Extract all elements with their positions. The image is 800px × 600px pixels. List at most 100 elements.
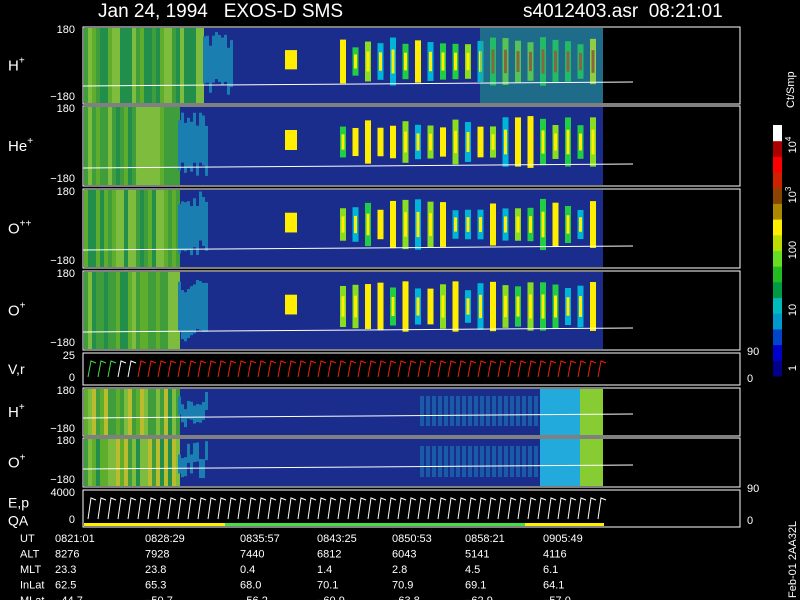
spectrogram-cell <box>486 396 490 426</box>
spectrogram-cell <box>104 107 108 185</box>
file-label: s4012403.asr 08:21:01 <box>523 1 723 22</box>
row-label: MLat <box>20 595 44 600</box>
spectrogram-cell <box>202 196 205 246</box>
spectrogram-cell <box>84 439 88 486</box>
trace <box>337 497 347 520</box>
table-cell: −57.0 <box>543 595 571 600</box>
spectrogram-cell <box>168 107 172 185</box>
spectrogram-burst <box>429 213 432 236</box>
colorbar-unit: Ct/Smp <box>785 71 797 108</box>
trace <box>147 360 157 378</box>
trace <box>327 497 337 520</box>
right-top-label: 90 <box>747 483 759 495</box>
trace <box>227 360 237 378</box>
table-cell: 7928 <box>145 549 169 561</box>
spectrogram-cell <box>516 396 520 426</box>
spectrogram-burst <box>416 211 420 238</box>
spectrogram-cell <box>100 107 104 185</box>
y-bottom-label: −180 <box>50 91 75 103</box>
spectrogram-cell <box>108 107 112 185</box>
colorbar-cell <box>773 328 782 346</box>
table-cell: −60.9 <box>317 595 345 600</box>
spectrogram-cell <box>199 281 202 331</box>
spectrogram-cell <box>432 446 436 477</box>
spectrogram-cell <box>230 40 233 88</box>
trace <box>82 413 634 419</box>
trace <box>267 497 277 520</box>
colorbar-cell <box>773 234 782 251</box>
trace <box>177 497 187 520</box>
trace <box>297 497 307 520</box>
spectrogram-cell <box>132 107 136 185</box>
y-bottom-label: −180 <box>50 337 75 349</box>
spectrogram-cell <box>285 294 297 315</box>
spectrogram-cell <box>184 457 187 477</box>
spectrogram-burst <box>516 129 520 155</box>
y-top-label: 180 <box>57 186 75 198</box>
colorbar-cell <box>773 125 782 142</box>
trace <box>117 497 127 520</box>
trace <box>437 360 447 378</box>
trace <box>367 497 377 520</box>
y-bottom-label: −180 <box>50 423 75 435</box>
spectrogram-cell <box>88 28 92 103</box>
trace <box>267 360 277 378</box>
spectrogram-cell <box>148 190 152 267</box>
spectrogram-cell <box>196 206 199 256</box>
panel-frame <box>82 489 741 528</box>
spectrogram-cell <box>148 28 152 103</box>
trace <box>377 360 387 378</box>
trace <box>487 497 497 520</box>
trace <box>137 497 147 520</box>
spectrogram-cell <box>176 28 180 103</box>
table-cell: 1.4 <box>317 564 332 576</box>
spectrogram-cell <box>468 446 472 477</box>
trace <box>297 360 307 378</box>
spectrogram-cell <box>187 289 190 339</box>
trace <box>117 360 127 378</box>
spectrogram-cell <box>152 107 156 185</box>
panel-label-text: H <box>8 58 19 75</box>
right-bottom-label: 0 <box>747 515 753 527</box>
y-top-label: 25 <box>63 350 75 362</box>
colorbar-cell <box>773 203 782 220</box>
spectrogram-cell <box>108 190 112 267</box>
table-cell: 6812 <box>317 549 341 561</box>
spectrogram-cell <box>190 206 193 256</box>
trace <box>557 497 567 520</box>
colorbar-cell <box>773 297 782 314</box>
spectrogram-cell <box>188 28 192 103</box>
spectrogram-cell <box>200 28 204 103</box>
spectrogram-burst <box>379 52 382 71</box>
spectrogram-cell <box>540 439 580 486</box>
spectrogram-cell <box>215 32 218 80</box>
trace <box>547 497 557 520</box>
trace <box>82 464 634 470</box>
spectrogram-cell <box>84 190 88 267</box>
table-cell: 2.8 <box>392 564 407 576</box>
panel-label-text: O <box>8 455 20 472</box>
table-cell: 0843:25 <box>317 533 357 545</box>
trace <box>287 360 297 378</box>
spectrogram-cell <box>84 28 88 103</box>
table-cell: −62.9 <box>465 595 493 600</box>
trace <box>537 360 547 378</box>
spectrogram-cell <box>92 190 96 267</box>
spectrogram-cell <box>128 190 132 267</box>
trace <box>227 497 237 520</box>
colorbar-cell <box>773 187 782 204</box>
spectrogram-cell <box>120 389 124 435</box>
spectrogram-cell <box>504 446 508 477</box>
trace <box>577 360 587 378</box>
spectrogram-cell <box>112 272 116 349</box>
spectrogram-burst <box>441 213 445 236</box>
spectrogram-cell <box>486 446 490 477</box>
spectrogram-cell <box>172 272 176 349</box>
spectrogram-cell <box>172 389 176 435</box>
y-top-label: 180 <box>57 268 75 280</box>
spectrogram-cell <box>450 396 454 426</box>
spectrogram-cell <box>522 446 526 477</box>
panel-label: H+ <box>8 402 25 421</box>
row-label: ALT <box>20 549 40 561</box>
